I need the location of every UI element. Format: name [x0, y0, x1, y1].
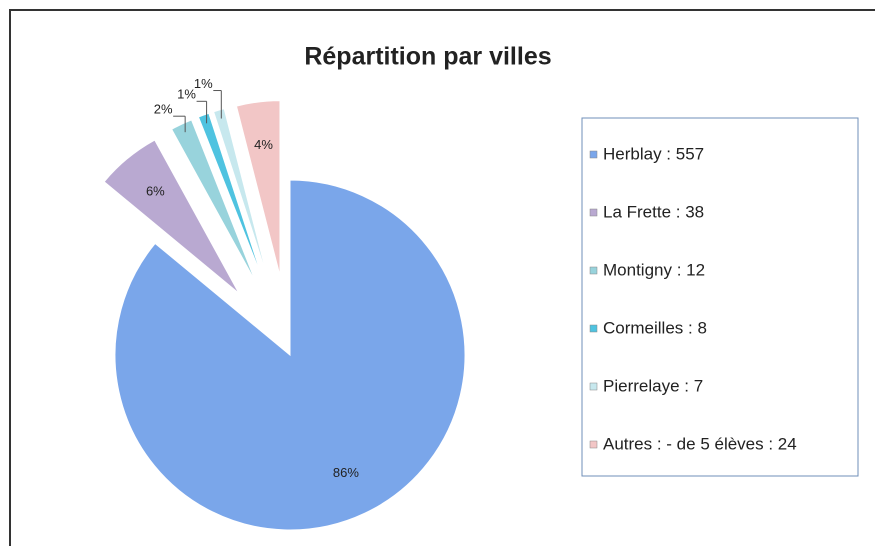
slice-label: 1%	[194, 76, 213, 91]
slice-label: 1%	[177, 87, 196, 102]
legend-label: Pierrelaye : 7	[603, 376, 703, 395]
pie-slice	[212, 108, 269, 279]
pie-slice	[170, 119, 257, 283]
slice-label: 6%	[146, 184, 165, 199]
legend-swatch	[589, 266, 598, 275]
pie-slice	[235, 100, 281, 276]
slice-label: 4%	[254, 137, 273, 152]
pie-slice	[103, 139, 240, 294]
legend-label: Montigny : 12	[603, 260, 705, 279]
pie-slice	[197, 112, 264, 280]
legend-box	[581, 117, 859, 477]
legend-label: Cormeilles : 8	[603, 318, 707, 337]
chart-title: Répartition par villes	[304, 43, 551, 71]
legend-label: La Frette : 38	[603, 202, 704, 221]
legend-swatch	[589, 440, 598, 449]
legend-swatch	[589, 382, 598, 391]
pie-slice	[114, 179, 466, 531]
slice-label: 2%	[154, 102, 173, 117]
legend-swatch	[589, 324, 598, 333]
slice-label: 86%	[333, 465, 359, 480]
legend-label: Autres : - de 5 élèves : 24	[603, 434, 797, 453]
legend-swatch	[589, 208, 598, 217]
legend-swatch	[589, 150, 598, 159]
legend-label: Herblay : 557	[603, 144, 704, 163]
